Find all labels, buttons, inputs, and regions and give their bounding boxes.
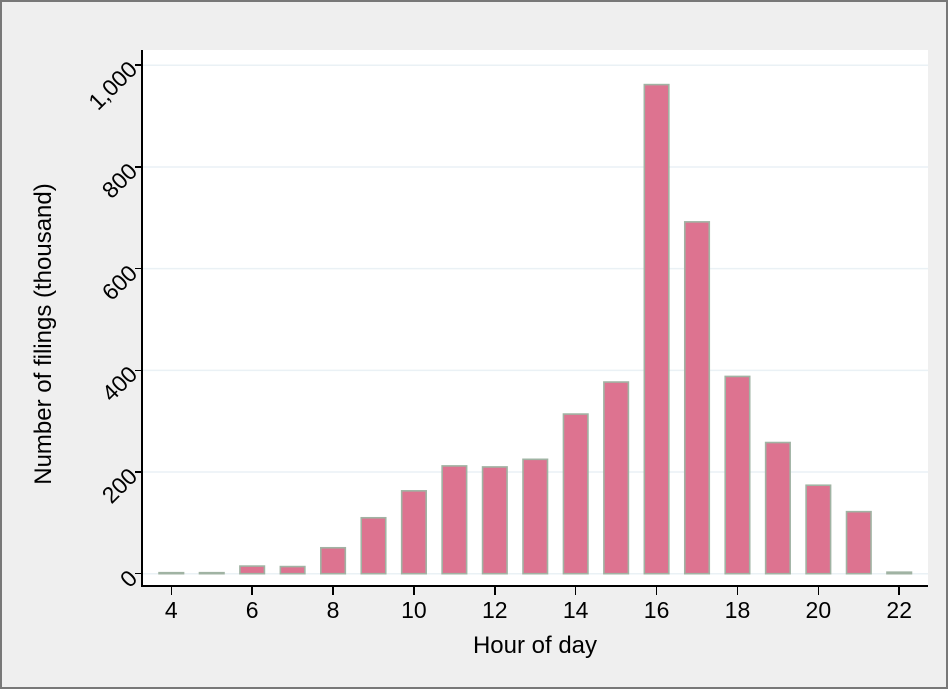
bar-hour-21 [845,510,872,575]
bar-hour-18 [724,375,751,575]
y-tick-label-1000: 1,000 [83,56,143,116]
bar-hour-22 [886,571,913,575]
bar-hour-20 [805,484,832,575]
y-tick-label-800: 800 [96,157,143,204]
bar-hour-5 [198,571,225,575]
y-axis-line [141,50,144,587]
y-tick-label-200: 200 [96,462,143,509]
x-tick-label-20: 20 [805,597,832,623]
bar-hour-8 [320,546,347,575]
x-tick-label-8: 8 [326,597,340,623]
bar-hour-10 [400,490,427,575]
x-tick-label-6: 6 [245,597,259,623]
bar-hour-4 [158,571,185,575]
x-tick-label-14: 14 [562,597,589,623]
bar-hour-16 [643,83,670,575]
bar-hour-15 [603,381,630,575]
x-tick-label-12: 12 [482,597,508,623]
bar-hour-12 [481,466,508,575]
x-tick-mark-8 [332,586,334,595]
x-tick-label-4: 4 [164,597,178,623]
y-tick-label-400: 400 [96,361,143,407]
bar-hour-14 [562,413,589,575]
bar-hour-9 [360,516,387,575]
y-tick-mark-0 [135,572,143,575]
bar-hour-13 [522,458,549,575]
x-axis-line [141,585,929,587]
y-tick-label-600: 600 [96,259,143,305]
x-tick-mark-20 [817,586,820,595]
bar-hour-6 [239,565,266,575]
x-tick-label-22: 22 [886,597,913,623]
bar-hour-17 [683,221,711,575]
x-tick-label-16: 16 [643,597,670,623]
y-tick-mark-600 [135,267,143,270]
y-tick-mark-1000 [135,64,143,67]
bar-hour-19 [764,441,791,575]
y-tick-mark-400 [135,369,143,372]
y-tick-label-0: 0 [114,564,143,592]
x-tick-mark-16 [655,586,658,595]
y-tick-mark-800 [135,166,143,168]
bar-hour-11 [441,465,468,575]
x-tick-mark-22 [898,586,900,595]
x-tick-label-18: 18 [724,597,751,623]
x-tick-mark-4 [170,586,173,595]
y-axis-title: Number of filings (thousand) [30,183,57,485]
chart-canvas [143,64,928,575]
bar-hour-7 [279,565,306,575]
x-axis-title: Hour of day [472,632,598,659]
x-tick-mark-12 [494,586,496,595]
x-tick-mark-6 [251,586,253,595]
y-tick-mark-200 [135,471,143,473]
x-tick-label-10: 10 [401,597,427,623]
x-tick-mark-10 [413,586,415,595]
x-tick-mark-14 [574,586,577,595]
x-tick-mark-18 [736,586,739,595]
